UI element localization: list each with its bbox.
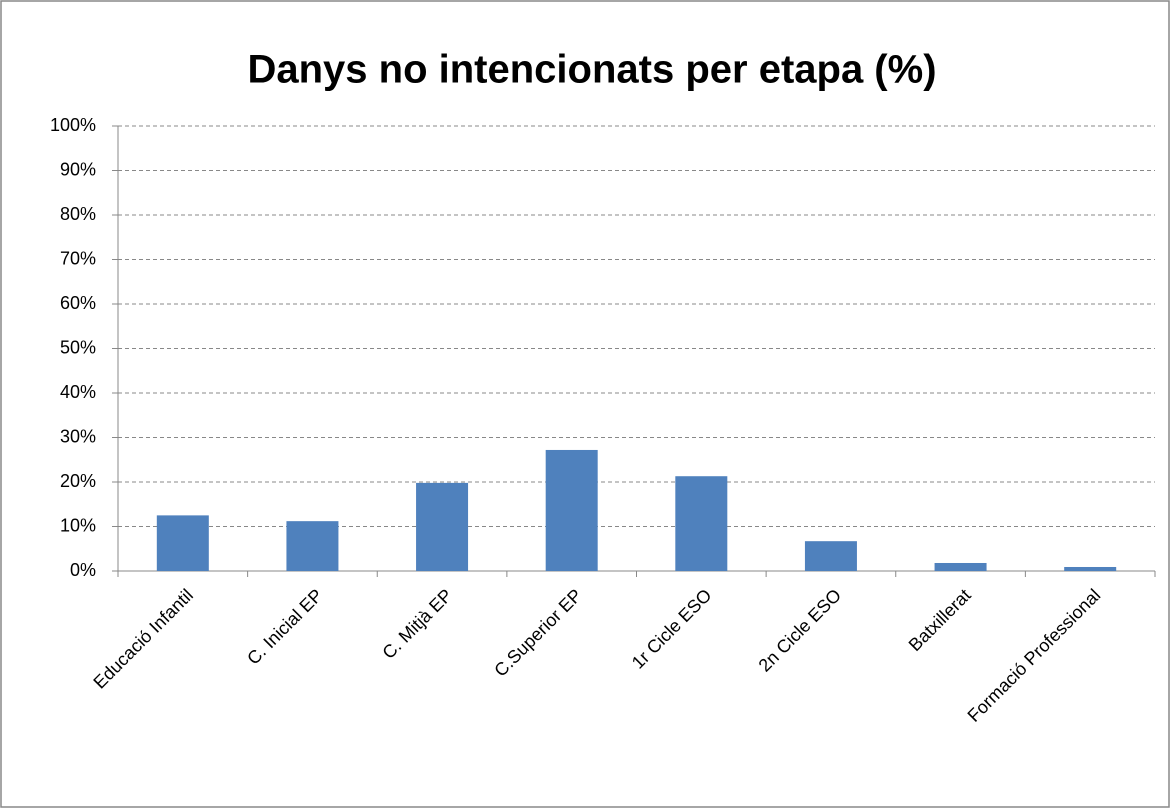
y-tick-label: 90% [60, 159, 96, 179]
y-tick-label: 10% [60, 515, 96, 535]
bar [156, 515, 209, 571]
bar [545, 449, 598, 571]
y-tick-label: 50% [60, 337, 96, 357]
bar [416, 482, 469, 571]
y-tick-label: 70% [60, 248, 96, 268]
y-tick-label: 40% [60, 382, 96, 402]
y-tick-label: 30% [60, 426, 96, 446]
bar [286, 521, 339, 571]
y-tick-label: 80% [60, 204, 96, 224]
chart-title: Danys no intencionats per etapa (%) [247, 48, 936, 92]
bar [934, 562, 987, 571]
y-tick-label: 0% [70, 560, 96, 580]
bar [804, 541, 857, 571]
y-tick-label: 100% [50, 115, 96, 135]
y-tick-label: 20% [60, 471, 96, 491]
bar [1064, 566, 1117, 571]
y-tick-label: 60% [60, 293, 96, 313]
bar [675, 476, 728, 571]
